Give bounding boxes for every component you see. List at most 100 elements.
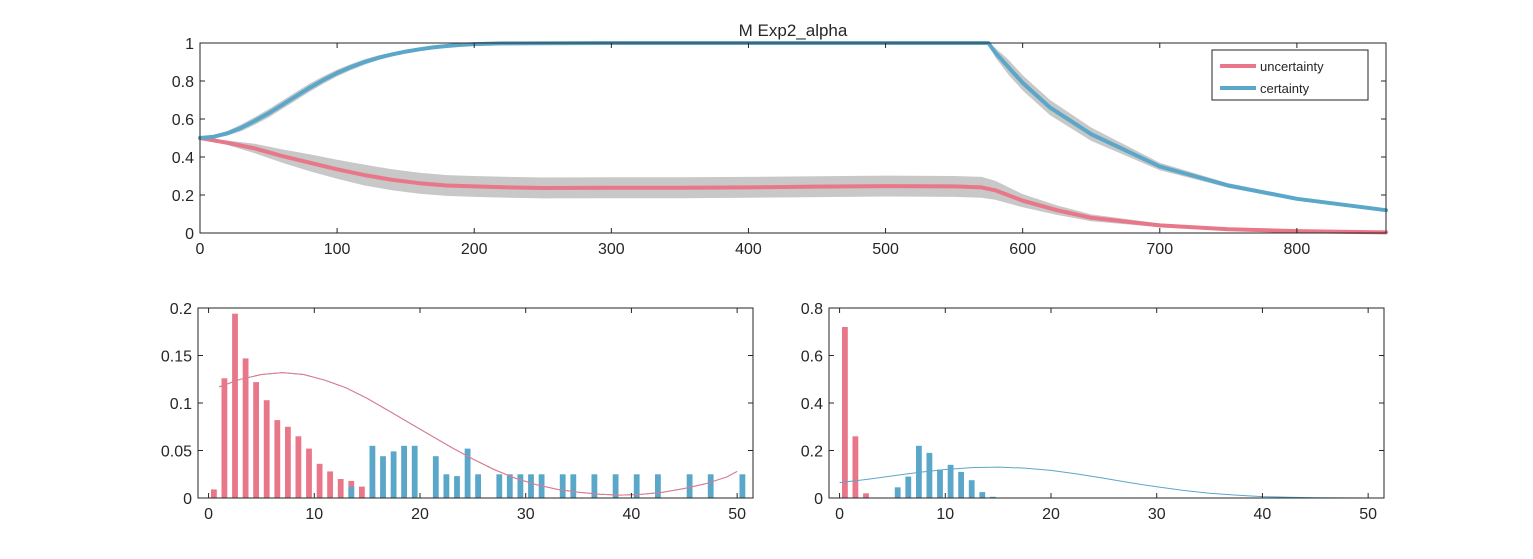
top-y-tick-label: 0.4 bbox=[172, 150, 194, 167]
br-x-tick-label: 40 bbox=[1254, 506, 1272, 523]
bottom-left-chart: 0 10 20 30 40 50 0 0.05 0.1 0.15 0.2 bbox=[161, 301, 754, 523]
br-bar-certainty bbox=[926, 452, 933, 498]
bl-bar-certainty bbox=[432, 456, 439, 498]
br-bar-certainty bbox=[947, 464, 954, 499]
top-x-tick-label: 400 bbox=[735, 241, 762, 258]
top-y-tick-label: 1 bbox=[185, 36, 194, 53]
legend-label-uncertainty: uncertainty bbox=[1260, 59, 1324, 74]
bl-bar-uncertainty bbox=[221, 378, 228, 498]
bl-y-tick-label: 0.2 bbox=[170, 301, 192, 318]
br-bar-certainty bbox=[990, 496, 996, 498]
bl-bar-certainty bbox=[506, 474, 513, 499]
bl-bar-certainty bbox=[411, 445, 418, 499]
series-line-uncertainty bbox=[198, 136, 1388, 235]
br-x-tick-label: 50 bbox=[1359, 506, 1377, 523]
bl-bar-certainty bbox=[517, 474, 524, 499]
bl-bar-certainty bbox=[475, 474, 481, 499]
bl-x-tick-label: 50 bbox=[728, 506, 746, 523]
br-y-tick-label: 0.4 bbox=[801, 396, 823, 413]
bl-bar-certainty bbox=[686, 474, 693, 499]
br-bar-certainty bbox=[905, 476, 912, 498]
top-axes: 0 100 200 300 400 500 600 700 800 0 0.2 0.4 0.6 0.8 1 bbox=[172, 36, 1387, 258]
bl-x-tick-label: 0 bbox=[204, 506, 213, 523]
top-x-tick-label: 800 bbox=[1284, 241, 1311, 258]
legend: uncertainty certainty bbox=[1211, 49, 1369, 101]
top-x-tick-label: 100 bbox=[324, 241, 351, 258]
bl-bar-certainty bbox=[559, 474, 566, 499]
top-chart: M Exp2_alpha 0 100 200 300 400 500 600 700 80000… bbox=[172, 21, 1388, 258]
bl-bar-certainty bbox=[655, 474, 661, 499]
bl-bar-certainty bbox=[454, 476, 460, 498]
bl-bar-certainty bbox=[443, 474, 450, 499]
series-lines bbox=[198, 41, 1388, 235]
bl-y-tick-label: 0.05 bbox=[161, 444, 192, 461]
br-y-tick-label: 0.2 bbox=[801, 444, 823, 461]
bl-bar-uncertainty bbox=[242, 358, 249, 498]
bl-bar-uncertainty bbox=[337, 479, 344, 498]
bl-x-tick-label: 20 bbox=[411, 506, 429, 523]
chart-title: M Exp2_alpha bbox=[739, 21, 848, 40]
bl-bar-uncertainty bbox=[295, 436, 302, 499]
br-y-tick-label: 0.8 bbox=[801, 301, 823, 318]
bl-bar-certainty bbox=[707, 474, 714, 499]
br-bar-certainty bbox=[968, 480, 975, 498]
bl-fit-curve-uncertainty bbox=[218, 372, 738, 496]
br-fit-curve-certainty bbox=[839, 466, 1369, 499]
br-bar-uncertainty bbox=[842, 327, 848, 498]
legend-box bbox=[1211, 49, 1369, 101]
br-x-tick-label: 0 bbox=[835, 506, 844, 523]
top-x-tick-label: 300 bbox=[598, 241, 625, 258]
bl-bar-uncertainty bbox=[274, 420, 281, 498]
bottom-right-chart: 0 10 20 30 40 50 0 0.2 0.4 0.6 0.8 bbox=[801, 301, 1385, 523]
top-y-tick-label: 0 bbox=[185, 226, 194, 243]
series-line-certainty bbox=[198, 41, 1388, 213]
bl-bar-certainty bbox=[348, 486, 355, 498]
top-y-tick-label: 0.2 bbox=[172, 188, 194, 205]
br-bar-certainty bbox=[979, 492, 986, 498]
bl-bar-uncertainty bbox=[327, 471, 333, 498]
top-y-tick-label: 0.8 bbox=[172, 74, 194, 91]
br-bar-certainty bbox=[894, 487, 901, 498]
top-x-tick-label: 500 bbox=[872, 241, 899, 258]
br-bar-certainty bbox=[937, 469, 943, 498]
br-bar-uncertainty bbox=[852, 436, 859, 499]
bl-bar-certainty bbox=[380, 456, 386, 498]
top-y-tick-label: 0.6 bbox=[172, 112, 194, 129]
bl-bar-certainty bbox=[570, 474, 577, 499]
br-bar-uncertainty bbox=[863, 493, 869, 499]
top-x-tick-label: 0 bbox=[196, 241, 205, 258]
bl-y-tick-label: 0 bbox=[183, 491, 192, 508]
top-x-tick-label: 700 bbox=[1146, 241, 1173, 258]
bl-bar-uncertainty bbox=[263, 400, 270, 498]
bl-bar-uncertainty bbox=[211, 489, 217, 498]
top-x-tick-label: 200 bbox=[461, 241, 488, 258]
bl-y-tick-label: 0.15 bbox=[161, 349, 192, 366]
br-bar-certainty bbox=[958, 471, 964, 498]
bl-bar-certainty bbox=[739, 474, 746, 499]
bl-bar-uncertainty bbox=[232, 313, 238, 498]
bl-bar-uncertainty bbox=[285, 426, 291, 499]
bl-y-tick-label: 0.1 bbox=[170, 396, 192, 413]
br-x-tick-label: 10 bbox=[936, 506, 954, 523]
top-x-tick-label: 600 bbox=[1009, 241, 1036, 258]
bl-bar-uncertainty bbox=[306, 448, 312, 498]
bl-bar-certainty bbox=[496, 474, 503, 499]
br-y-tick-label: 0.6 bbox=[801, 349, 823, 366]
top-axes-box bbox=[199, 42, 1387, 234]
br-y-tick-label: 0 bbox=[814, 491, 823, 508]
bl-bar-certainty bbox=[401, 445, 407, 499]
bl-bar-certainty bbox=[612, 474, 619, 499]
bl-bar-certainty bbox=[390, 451, 397, 498]
bl-x-tick-label: 30 bbox=[517, 506, 535, 523]
bl-x-tick-label: 40 bbox=[623, 506, 641, 523]
br-x-tick-label: 20 bbox=[1042, 506, 1060, 523]
bl-bar-certainty bbox=[591, 474, 598, 499]
bl-x-tick-label: 10 bbox=[305, 506, 323, 523]
bl-bar-uncertainty bbox=[316, 463, 323, 498]
bl-bar-uncertainty bbox=[253, 382, 259, 498]
bl-bar-certainty bbox=[633, 474, 640, 499]
legend-label-certainty: certainty bbox=[1260, 81, 1310, 96]
bl-bar-certainty bbox=[369, 445, 376, 499]
bl-bar-certainty bbox=[464, 448, 471, 498]
